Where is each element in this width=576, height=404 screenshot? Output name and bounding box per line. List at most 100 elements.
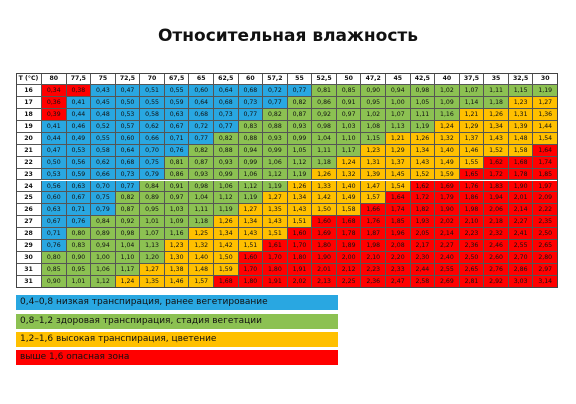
table-cell: 1,72 — [484, 168, 509, 181]
table-cell: 1,89 — [336, 240, 362, 253]
table-cell: 1,32 — [336, 168, 362, 181]
humidity-header: 55 — [287, 73, 313, 85]
table-cell: 0,98 — [115, 228, 141, 241]
table-cell: 2,23 — [361, 264, 386, 277]
table-cell: 1,98 — [361, 240, 386, 253]
table-cell: 1,19 — [287, 168, 313, 181]
table-cell: 0,99 — [238, 156, 264, 169]
table-cell: 0,63 — [164, 108, 190, 121]
corner-header: T (°C) — [16, 73, 42, 85]
table-cell: 1,02 — [435, 84, 460, 97]
table-cell: 0,81 — [164, 156, 190, 169]
table-cell: 1,85 — [533, 168, 558, 181]
table-cell: 1,17 — [336, 144, 362, 157]
table-cell: 0,66 — [91, 168, 116, 181]
table-cell: 0,99 — [263, 144, 288, 157]
table-cell: 2,36 — [361, 276, 386, 288]
temperature-header: 17 — [16, 96, 42, 109]
table-cell: 1,26 — [214, 216, 239, 229]
table-cell: 1,76 — [361, 216, 386, 229]
table-cell: 3,14 — [533, 276, 558, 288]
table-cell: 1,43 — [287, 204, 313, 217]
table-cell: 0,82 — [115, 192, 141, 205]
table-cell: 2,41 — [508, 228, 534, 241]
table-cell: 3,03 — [508, 276, 534, 288]
table-cell: 1,11 — [312, 144, 337, 157]
table-cell: 2,40 — [435, 252, 460, 265]
temperature-header: 26 — [16, 204, 42, 217]
table-cell: 0,36 — [42, 96, 67, 109]
table-cell: 2,02 — [435, 216, 460, 229]
table-cell: 1,69 — [312, 228, 337, 241]
table-cell: 2,32 — [484, 228, 509, 241]
table-cell: 0,38 — [66, 84, 92, 97]
table-cell: 1,18 — [189, 216, 214, 229]
table-cell: 1,68 — [508, 156, 534, 169]
table-cell: 1,33 — [312, 180, 337, 193]
table-cell: 2,27 — [435, 240, 460, 253]
humidity-header: 42,5 — [410, 73, 436, 85]
temperature-header: 20 — [16, 132, 42, 145]
table-cell: 0,98 — [189, 180, 214, 193]
table-cell: 1,25 — [189, 228, 214, 241]
table-cell: 2,70 — [508, 252, 534, 265]
table-cell: 0,53 — [66, 144, 92, 157]
table-cell: 0,68 — [189, 108, 214, 121]
table-cell: 0,93 — [214, 156, 239, 169]
table-cell: 1,07 — [140, 228, 165, 241]
table-cell: 2,65 — [459, 264, 485, 277]
temperature-header: 24 — [16, 180, 42, 193]
table-cell: 0,55 — [164, 84, 190, 97]
table-cell: 1,24 — [435, 120, 460, 133]
table-cell: 2,14 — [508, 204, 534, 217]
humidity-header: 40 — [435, 73, 460, 85]
table-cell: 1,43 — [238, 228, 264, 241]
temperature-header: 16 — [16, 84, 42, 97]
table-cell: 1,72 — [410, 192, 436, 205]
table-cell: 1,42 — [214, 240, 239, 253]
table-cell: 0,62 — [91, 156, 116, 169]
table-cell: 1,58 — [508, 144, 534, 157]
table-cell: 1,37 — [386, 156, 411, 169]
table-cell: 1,12 — [214, 192, 239, 205]
table-cell: 1,34 — [214, 228, 239, 241]
table-cell: 0,82 — [263, 108, 288, 121]
table-cell: 2,50 — [533, 228, 558, 241]
table-cell: 0,90 — [66, 252, 92, 265]
humidity-header: 32,5 — [508, 73, 534, 85]
table-cell: 1,62 — [484, 156, 509, 169]
table-cell: 0,59 — [66, 168, 92, 181]
table-cell: 0,83 — [66, 240, 92, 253]
table-cell: 1,69 — [435, 180, 460, 193]
table-cell: 0,91 — [336, 96, 362, 109]
table-cell: 0,57 — [115, 120, 141, 133]
table-cell: 1,55 — [459, 156, 485, 169]
table-cell: 1,80 — [238, 276, 264, 288]
table-cell: 1,52 — [484, 144, 509, 157]
table-cell: 0,81 — [312, 84, 337, 97]
table-cell: 0,73 — [115, 168, 141, 181]
table-cell: 2,44 — [410, 264, 436, 277]
table-cell: 1,61 — [263, 240, 288, 253]
table-cell: 1,83 — [484, 180, 509, 193]
humidity-header: 77,5 — [66, 73, 92, 85]
table-cell: 1,68 — [214, 276, 239, 288]
table-cell: 2,01 — [312, 264, 337, 277]
table-cell: 0,77 — [189, 132, 214, 145]
table-cell: 1,15 — [361, 132, 386, 145]
table-cell: 0,84 — [140, 180, 165, 193]
table-cell: 0,47 — [115, 84, 141, 97]
table-cell: 1,19 — [410, 120, 436, 133]
table-cell: 0,58 — [140, 108, 165, 121]
table-cell: 0,89 — [140, 192, 165, 205]
table-cell: 0,95 — [66, 264, 92, 277]
humidity-header: 72,5 — [115, 73, 141, 85]
table-cell: 1,96 — [386, 228, 411, 241]
table-cell: 1,09 — [164, 216, 190, 229]
table-cell: 1,43 — [263, 216, 288, 229]
table-cell: 1,12 — [91, 276, 116, 288]
table-cell: 0,79 — [140, 168, 165, 181]
table-cell: 0,76 — [42, 240, 67, 253]
table-cell: 0,85 — [336, 84, 362, 97]
table-cell: 2,86 — [508, 264, 534, 277]
